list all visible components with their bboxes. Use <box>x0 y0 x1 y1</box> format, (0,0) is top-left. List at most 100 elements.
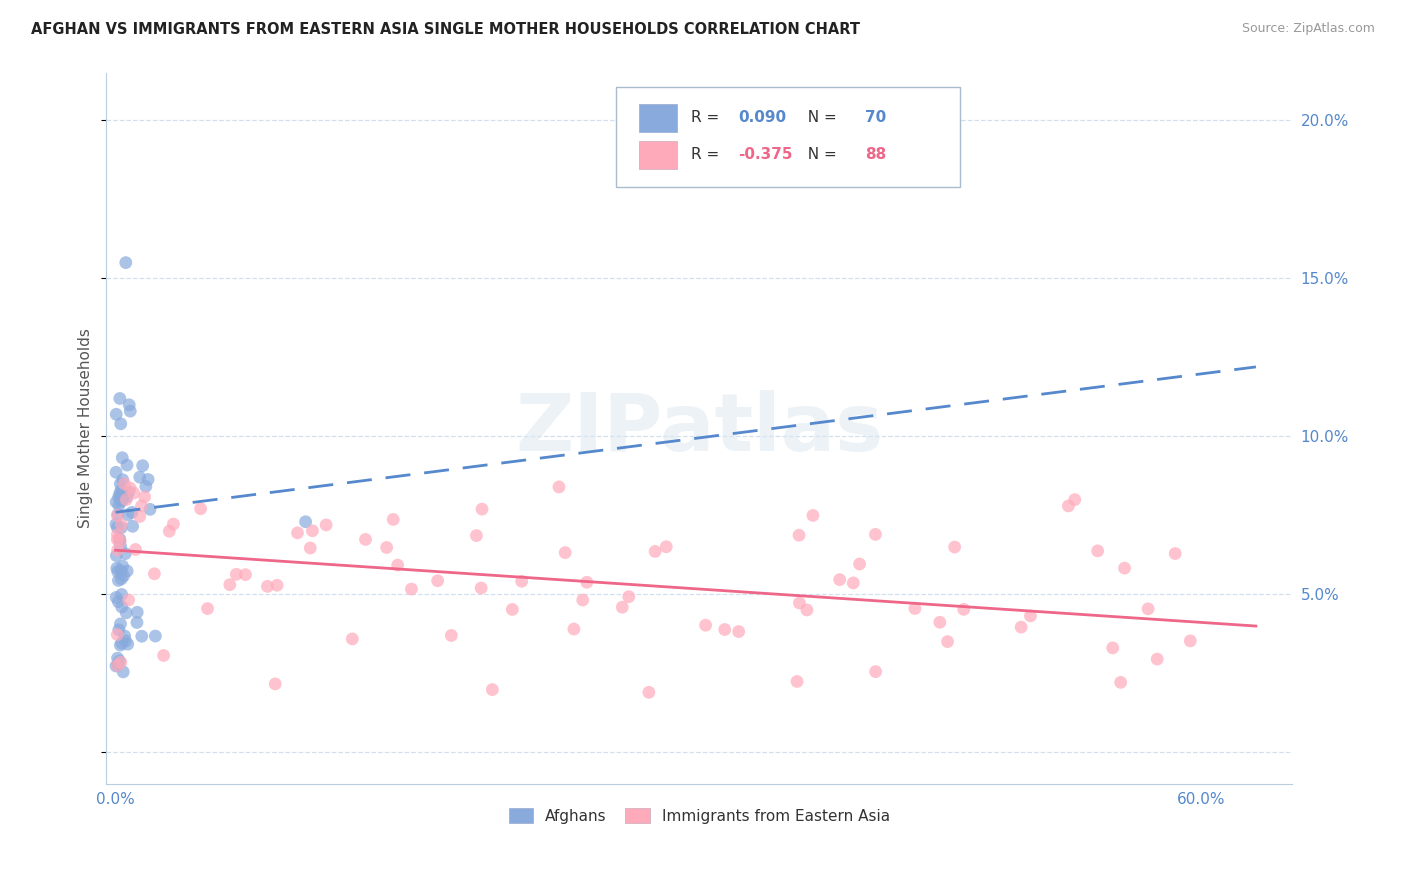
Y-axis label: Single Mother Households: Single Mother Households <box>79 328 93 528</box>
Point <box>638 685 661 699</box>
Point <box>152 648 174 663</box>
Point <box>114 255 136 269</box>
Point <box>110 476 132 491</box>
Point <box>481 682 503 697</box>
Point <box>107 508 129 522</box>
Point <box>121 505 143 519</box>
Point <box>952 602 974 616</box>
Point <box>108 533 131 548</box>
Point <box>110 638 132 652</box>
Point <box>943 540 966 554</box>
Point <box>107 574 129 588</box>
Text: Source: ZipAtlas.com: Source: ZipAtlas.com <box>1241 22 1375 36</box>
Point <box>131 499 153 513</box>
Point <box>134 490 156 504</box>
Point <box>111 587 134 601</box>
Point <box>266 578 288 592</box>
Point <box>548 480 571 494</box>
Point <box>111 599 134 614</box>
Point <box>354 533 377 547</box>
Point <box>110 417 132 431</box>
Point <box>225 567 247 582</box>
Point <box>125 615 148 630</box>
Point <box>107 565 129 579</box>
Point <box>108 392 131 406</box>
Point <box>695 618 717 632</box>
Point <box>110 483 132 498</box>
Point <box>122 486 145 500</box>
Text: R =: R = <box>690 147 724 162</box>
Point <box>554 546 576 560</box>
Point <box>107 657 129 672</box>
Point <box>108 623 131 637</box>
Text: R =: R = <box>690 111 724 125</box>
Point <box>107 490 129 504</box>
Point <box>865 665 887 679</box>
Point <box>111 636 134 650</box>
Point <box>501 602 523 616</box>
Point <box>162 517 184 532</box>
Point <box>936 634 959 648</box>
Point <box>115 490 138 504</box>
Point <box>904 601 927 615</box>
Point <box>112 568 135 582</box>
Point <box>105 591 128 605</box>
Text: -0.375: -0.375 <box>738 147 793 162</box>
Point <box>342 632 364 646</box>
Point <box>315 517 337 532</box>
Point <box>510 574 533 589</box>
Point <box>112 489 135 503</box>
Point <box>1019 608 1042 623</box>
Point <box>118 398 141 412</box>
Point <box>120 404 142 418</box>
Point <box>1114 561 1136 575</box>
Point <box>110 534 132 549</box>
Point <box>928 615 950 630</box>
Point <box>801 508 824 523</box>
Legend: Afghans, Immigrants from Eastern Asia: Afghans, Immigrants from Eastern Asia <box>502 802 896 830</box>
Point <box>108 654 131 668</box>
Text: N =: N = <box>797 147 841 162</box>
Point <box>375 541 398 555</box>
Point <box>110 521 132 535</box>
Point <box>471 502 494 516</box>
Point <box>828 573 851 587</box>
Point <box>115 492 138 507</box>
Point <box>787 528 810 542</box>
Point <box>301 524 323 538</box>
Point <box>1063 492 1085 507</box>
Point <box>110 494 132 508</box>
Point <box>264 677 287 691</box>
Point <box>105 659 128 673</box>
Point <box>114 547 136 561</box>
Point <box>131 458 153 473</box>
Point <box>848 557 870 571</box>
Point <box>105 517 128 532</box>
Point <box>713 623 735 637</box>
Point <box>127 605 149 619</box>
Point <box>114 629 136 643</box>
Point <box>1137 602 1160 616</box>
Point <box>136 473 159 487</box>
Point <box>789 596 811 610</box>
Point <box>299 541 322 555</box>
Text: 70: 70 <box>865 111 887 125</box>
Point <box>842 575 865 590</box>
Point <box>235 567 257 582</box>
Point <box>118 484 141 499</box>
Point <box>120 481 142 495</box>
Point <box>128 470 150 484</box>
Point <box>110 564 132 578</box>
Point <box>105 549 128 563</box>
Text: ZIPatlas: ZIPatlas <box>515 390 883 467</box>
Point <box>108 486 131 500</box>
Point <box>382 512 405 526</box>
Point <box>107 543 129 558</box>
Point <box>105 508 128 523</box>
Point <box>108 498 131 512</box>
Point <box>786 674 808 689</box>
Point <box>110 656 132 670</box>
Point <box>111 493 134 508</box>
Point <box>117 508 139 522</box>
Point <box>1109 675 1132 690</box>
